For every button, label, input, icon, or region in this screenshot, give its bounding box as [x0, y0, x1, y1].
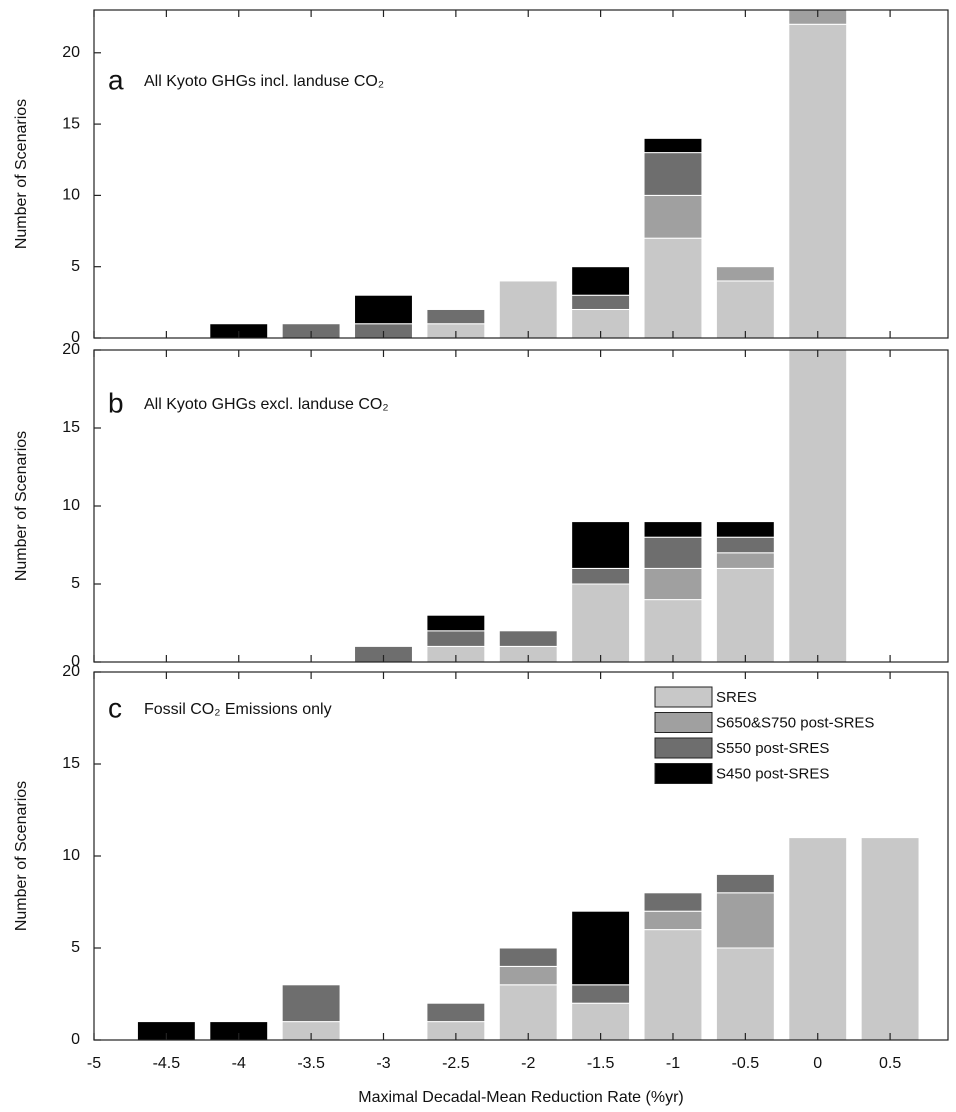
bar-segment	[643, 521, 703, 538]
x-tick-label: -2.5	[442, 1055, 470, 1072]
legend-label: S450 post-SRES	[716, 765, 829, 782]
bar-segment	[643, 194, 703, 239]
bar-segment	[571, 583, 631, 662]
bar-segment	[498, 947, 558, 967]
bar-segment	[643, 536, 703, 569]
y-tick-label: 5	[71, 939, 80, 956]
bar-segment	[354, 294, 413, 325]
bar-segment	[571, 294, 631, 310]
legend-swatch	[654, 737, 713, 759]
bar-segment	[281, 984, 341, 1023]
bar-segment	[788, 23, 848, 338]
bar-segment	[715, 873, 775, 894]
x-tick-label: -2	[521, 1055, 535, 1072]
legend-label: S550 post-SRES	[716, 740, 829, 757]
bar-segment	[643, 892, 703, 912]
y-tick-label: 0	[71, 329, 80, 346]
bar-segment	[498, 965, 558, 986]
bar-segment	[715, 266, 775, 282]
y-tick-label: 5	[71, 258, 80, 275]
legend-label: S650&S750 post-SRES	[716, 714, 874, 731]
frame	[93, 9, 949, 339]
y-axis-label: Number of Scenarios	[13, 781, 30, 931]
panel-title: All Kyoto GHGs incl. landuse CO₂	[144, 73, 384, 90]
legend-swatch	[654, 763, 713, 784]
bar-segment	[643, 237, 703, 338]
x-tick-label: -4	[232, 1055, 246, 1072]
bar-segment	[209, 323, 269, 338]
plot-area	[136, 837, 920, 1040]
bar-segment	[281, 323, 341, 338]
y-tick-label: 20	[62, 663, 80, 680]
y-tick-label: 10	[62, 497, 80, 514]
y-tick-label: 0	[71, 653, 80, 670]
panel-label: b	[108, 387, 124, 418]
y-tick-label: 0	[71, 1031, 80, 1048]
bar-segment	[715, 947, 775, 1040]
bar-segment	[571, 910, 631, 986]
panel-title: Fossil CO₂ Emissions only	[144, 701, 332, 718]
y-tick-label: 5	[71, 575, 80, 592]
plot-area	[209, 10, 848, 338]
x-tick-label: -3	[376, 1055, 390, 1072]
bar-segment	[571, 521, 631, 569]
y-tick-label: 15	[62, 755, 80, 772]
y-tick-label: 15	[62, 419, 80, 436]
bar-segment	[643, 599, 703, 662]
y-axis-label: Number of Scenarios	[13, 99, 30, 249]
bar-segment	[715, 521, 775, 538]
bar-segment	[426, 630, 486, 647]
panel-title: All Kyoto GHGs excl. landuse CO₂	[144, 396, 389, 413]
bar-segment	[571, 266, 631, 296]
panel-label: c	[108, 692, 122, 723]
bar-segment	[498, 280, 558, 338]
bar-segment	[498, 630, 558, 647]
y-tick-label: 15	[62, 115, 80, 132]
bar-segment	[643, 929, 703, 1040]
y-axis-label: Number of Scenarios	[13, 431, 30, 581]
bar-segment	[643, 137, 703, 154]
x-axis-label: Maximal Decadal-Mean Reduction Rate (%yr…	[358, 1089, 683, 1106]
bar-segment	[788, 837, 848, 1040]
x-tick-label: -1.5	[587, 1055, 615, 1072]
plot-area	[354, 350, 848, 662]
x-tick-label: 0	[813, 1055, 822, 1072]
bar-segment	[571, 567, 631, 585]
bar-segment	[715, 552, 775, 569]
bar-segment	[643, 152, 703, 196]
legend-swatch	[654, 686, 713, 708]
bar-segment	[426, 614, 486, 632]
bar-segment	[571, 984, 631, 1004]
bar-segment	[715, 567, 775, 662]
y-tick-label: 20	[62, 341, 80, 358]
x-tick-label: -0.5	[732, 1055, 760, 1072]
x-tick-label: 0.5	[879, 1055, 901, 1072]
bar-segment	[788, 10, 848, 25]
x-tick-label: -1	[666, 1055, 680, 1072]
y-tick-label: 20	[62, 44, 80, 61]
x-tick-label: -4.5	[153, 1055, 181, 1072]
bar-segment	[715, 536, 775, 554]
bar-segment	[788, 350, 848, 662]
bar-segment	[643, 910, 703, 931]
x-tick-label: -3.5	[297, 1055, 325, 1072]
bar-segment	[860, 837, 920, 1040]
bar-segment	[498, 984, 558, 1040]
y-tick-label: 10	[62, 187, 80, 204]
panel-label: a	[108, 64, 124, 95]
bar-segment	[426, 308, 486, 325]
legend-label: SRES	[716, 689, 757, 706]
bar-segment	[715, 280, 775, 338]
bar-segment	[715, 892, 775, 949]
bar-segment	[426, 1002, 486, 1023]
x-tick-label: -5	[87, 1055, 101, 1072]
bar-segment	[354, 645, 413, 662]
bar-segment	[643, 567, 703, 601]
legend-swatch	[654, 712, 713, 733]
y-tick-label: 10	[62, 847, 80, 864]
